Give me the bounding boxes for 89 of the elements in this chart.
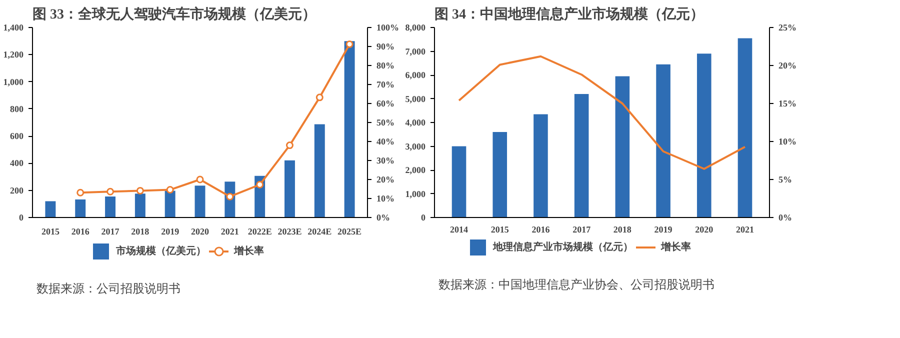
y2-tick-label: 0% <box>778 212 792 222</box>
y2-tick-label: 80% <box>376 60 394 70</box>
bar <box>134 194 146 218</box>
bar <box>615 76 630 218</box>
y2-tick-label: 100% <box>376 22 399 32</box>
source-note: 数据来源：中国地理信息产业协会、公司招股说明书 <box>438 278 714 292</box>
legend-label: 增长率 <box>660 240 691 254</box>
y-tick-label: 3,000 <box>405 141 426 152</box>
x-tick-label: 2018 <box>613 224 632 234</box>
y2-tick-label: 15% <box>778 98 796 108</box>
y2-tick-label: 30% <box>376 156 394 166</box>
legend-label: 地理信息产业市场规模（亿元） <box>492 240 633 254</box>
x-tick-label: 2018 <box>131 226 150 236</box>
x-tick-label: 2015 <box>41 226 60 236</box>
x-tick-label: 2021 <box>736 224 754 234</box>
point <box>226 192 234 200</box>
point <box>346 40 354 48</box>
y-tick-label: 2,000 <box>405 165 426 175</box>
bar <box>738 38 752 218</box>
source-note: 数据来源：公司招股说明书 <box>36 282 180 296</box>
y-tick-label: 1,000 <box>3 76 24 87</box>
y-tick-label: 1,200 <box>3 50 24 60</box>
bar <box>534 114 548 218</box>
x-tick-label: 2024E <box>308 226 332 236</box>
x-tick-label: 2019 <box>161 226 180 236</box>
point <box>256 180 264 188</box>
bar <box>492 132 508 218</box>
x-tick-label: 2025E <box>338 226 362 236</box>
y-tick-label: 7,000 <box>405 46 426 56</box>
x-tick-label: 2022E <box>248 226 272 236</box>
bar <box>284 160 295 218</box>
y2-tick-label: 70% <box>376 80 394 90</box>
bar <box>164 190 176 218</box>
x-tick-label: 2016 <box>532 224 550 234</box>
chart-title: 图 33：全球无人驾驶汽车市场规模（亿美元） <box>32 6 316 22</box>
bar <box>344 41 355 218</box>
point <box>316 94 324 102</box>
x-tick-label: 2017 <box>572 224 592 234</box>
y-tick-label: 1,000 <box>405 188 426 199</box>
x-tick-label: 2021 <box>220 226 240 236</box>
x-tick-label: 2023E <box>278 226 302 236</box>
point <box>106 188 114 196</box>
y-tick-label: 400 <box>10 158 24 168</box>
chart-title: 图 34：中国地理信息产业市场规模（亿元） <box>434 6 704 22</box>
bar <box>105 196 116 218</box>
y2-tick-label: 10% <box>778 136 796 146</box>
bar <box>194 186 206 218</box>
y2-tick-label: 25% <box>778 22 796 32</box>
y2-tick-label: 60% <box>376 98 394 108</box>
bar <box>452 146 466 218</box>
y2-tick-label: 0% <box>376 212 390 222</box>
point <box>196 176 204 184</box>
y-tick-label: 1,400 <box>3 22 24 32</box>
y2-tick-label: 40% <box>376 136 394 146</box>
y2-tick-label: 10% <box>376 194 394 204</box>
bar <box>75 199 86 218</box>
line-series <box>458 55 746 170</box>
x-tick-label: 2020 <box>695 224 714 234</box>
y-tick-label: 5,000 <box>405 94 426 104</box>
x-tick-label: 2019 <box>654 224 673 234</box>
x-tick-label: 2017 <box>101 226 120 236</box>
bar <box>45 201 56 218</box>
x-tick-label: 2014 <box>450 224 469 234</box>
y-tick-label: 8,000 <box>405 22 426 32</box>
y2-tick-label: 20% <box>376 174 394 184</box>
y-tick-label: 600 <box>10 131 24 142</box>
point <box>76 188 84 196</box>
y2-tick-label: 50% <box>376 118 394 128</box>
bar <box>656 64 670 218</box>
y-tick-label: 6,000 <box>405 70 426 80</box>
point <box>286 142 294 150</box>
bar <box>574 94 589 218</box>
point <box>166 186 174 194</box>
y-tick-label: 200 <box>10 185 24 196</box>
bar <box>314 124 325 218</box>
y-tick-label: 0 <box>421 212 426 222</box>
bar <box>696 54 712 218</box>
y-tick-label: 800 <box>10 104 24 114</box>
x-tick-label: 2020 <box>191 226 210 236</box>
legend-label: 增长率 <box>234 244 264 258</box>
y2-tick-label: 5% <box>778 174 792 184</box>
x-tick-label: 2015 <box>490 224 510 234</box>
y2-tick-label: 90% <box>376 42 394 52</box>
x-tick-label: 2016 <box>71 226 90 236</box>
y2-tick-label: 20% <box>778 60 796 70</box>
y-tick-label: 4,000 <box>405 118 426 128</box>
point <box>136 186 144 194</box>
legend-label: 市场规模（亿美元） <box>116 244 206 258</box>
y-tick-label: 0 <box>19 212 24 222</box>
